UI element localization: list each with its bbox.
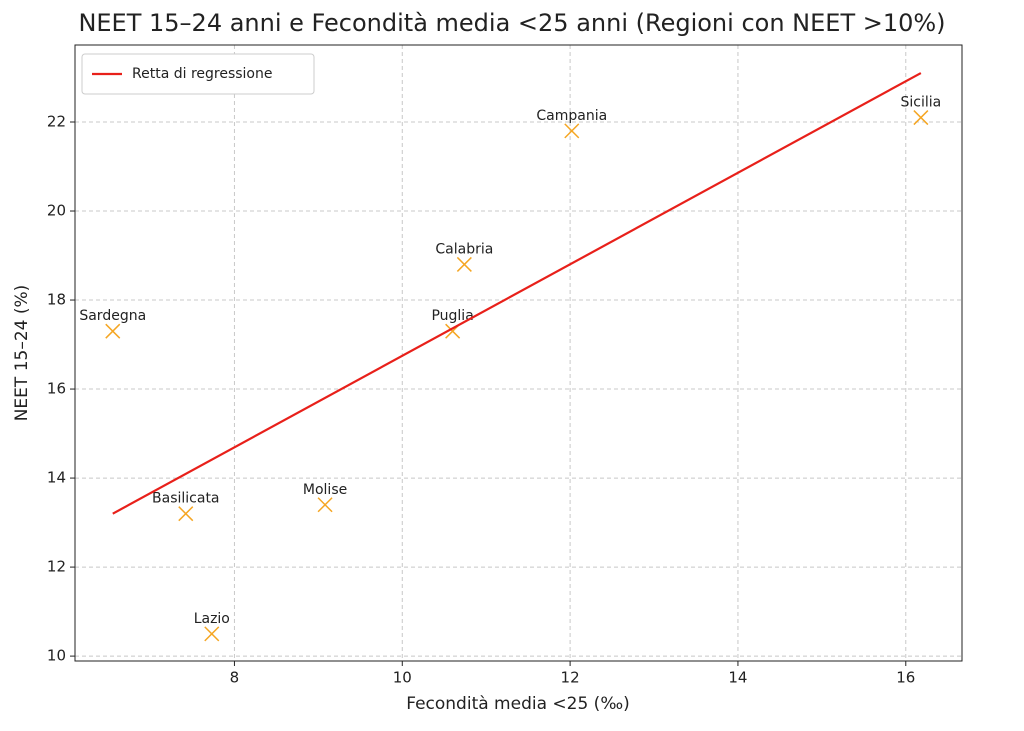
regression-line xyxy=(112,72,922,515)
point-label: Sardegna xyxy=(79,308,146,324)
x-tick-label: 16 xyxy=(896,669,915,687)
y-tick-label: 18 xyxy=(47,291,66,309)
y-tick-label: 20 xyxy=(47,202,66,220)
scatter-point xyxy=(204,626,220,642)
point-label: Sicilia xyxy=(901,95,942,111)
legend-box xyxy=(81,53,315,95)
point-label: Molise xyxy=(303,482,347,498)
y-tick-label: 22 xyxy=(47,113,66,131)
chart-title: NEET 15–24 anni e Fecondità media <25 an… xyxy=(78,9,945,37)
y-tick-label: 12 xyxy=(47,558,66,576)
x-tick-label: 8 xyxy=(230,669,240,687)
x-tick-label: 14 xyxy=(728,669,747,687)
y-axis-label: NEET 15–24 (%) xyxy=(12,285,32,422)
scatter-point xyxy=(178,506,194,522)
legend-label: Retta di regressione xyxy=(132,66,273,82)
scatter-point xyxy=(456,256,472,272)
scatter-point xyxy=(564,123,580,139)
point-label: Calabria xyxy=(435,241,493,257)
point-label: Campania xyxy=(536,108,607,124)
point-label: Basilicata xyxy=(152,491,220,507)
point-label: Lazio xyxy=(194,611,230,627)
x-axis-label: Fecondità media <25 (‰) xyxy=(406,694,630,714)
scatter-point xyxy=(317,497,333,513)
x-tick-label: 10 xyxy=(393,669,412,687)
scatter-point xyxy=(913,110,929,126)
x-tick-label: 12 xyxy=(561,669,580,687)
y-tick-label: 10 xyxy=(47,647,66,665)
plot-frame xyxy=(74,44,963,662)
y-tick-label: 14 xyxy=(47,469,66,487)
point-label: Puglia xyxy=(431,308,473,324)
scatter-point xyxy=(105,323,121,339)
y-tick-label: 16 xyxy=(47,380,66,398)
